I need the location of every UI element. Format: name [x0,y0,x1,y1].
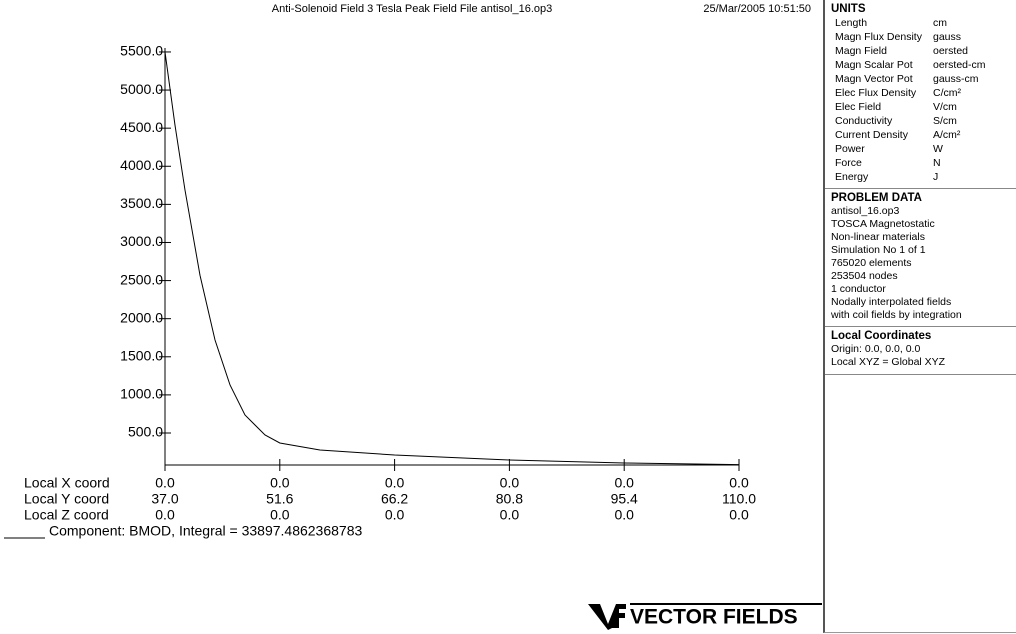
x-row-tick-label: 0.0 [500,507,520,523]
unit-value: gauss-cm [933,73,979,85]
problem-line: 253504 nodes [831,270,898,282]
x-tick-label: 110.0 [722,491,756,507]
unit-quantity: Elec Field [835,101,882,113]
x-tick-label: 95.4 [611,491,638,507]
x-axis-label: Local Y coord [24,491,109,507]
x-row-tick-label: 0.0 [729,475,749,491]
unit-quantity: Power [835,143,865,155]
timestamp: 25/Mar/2005 10:51:50 [703,3,811,15]
y-tick-label: 500.0 [128,424,163,440]
x-tick-label: 66.2 [381,491,408,507]
unit-row: Conductivity S/cm [831,114,1016,128]
unit-value: A/cm² [933,129,961,141]
problem-line: with coil fields by integration [831,309,962,321]
x-row-tick-label: 0.0 [614,475,634,491]
section-title: Local Coordinates [831,330,932,342]
unit-row: Elec Field V/cm [831,100,1016,114]
unit-quantity: Energy [835,171,869,183]
unit-row: Magn Vector Pot gauss-cm [831,72,1016,86]
logo-icon [588,604,626,630]
y-tick-label: 5500.0 [120,43,163,59]
unit-quantity: Elec Flux Density [835,87,917,99]
unit-value: V/cm [933,101,957,113]
unit-value: J [933,171,939,183]
section-title: PROBLEM DATA [831,192,922,204]
chart-title: Anti-Solenoid Field 3 Tesla Peak Field F… [272,3,552,15]
unit-value: oersted-cm [933,59,986,71]
y-tick-label: 1500.0 [120,347,163,363]
unit-value: cm [933,17,947,29]
unit-value: N [933,157,941,169]
unit-value: oersted [933,45,969,57]
unit-row: Energy J [831,170,1016,184]
unit-quantity: Force [835,157,862,169]
y-tick-label: 4500.0 [120,119,163,135]
problem-line: Simulation No 1 of 1 [831,244,926,256]
problem-line: Nodally interpolated fields [831,296,952,308]
coords-line: Origin: 0.0, 0.0, 0.0 [831,343,921,355]
unit-quantity: Magn Vector Pot [835,73,913,85]
section-title: UNITS [831,3,866,15]
y-tick-label: 1000.0 [120,386,163,402]
unit-value: S/cm [933,115,957,127]
coords-line: Local XYZ = Global XYZ [831,356,946,368]
x-row-tick-label: 0.0 [614,507,634,523]
problem-line: antisol_16.op3 [831,205,900,217]
plot-area: Anti-Solenoid Field 3 Tesla Peak Field F… [4,3,811,539]
x-tick-label: 51.6 [266,491,293,507]
y-tick-label: 2500.0 [120,271,163,287]
logo: VECTOR FIELDS [588,603,822,630]
y-tick-label: 3000.0 [120,233,163,249]
x-row-tick-label: 0.0 [155,475,175,491]
unit-quantity: Length [835,17,868,29]
unit-row: Force N [831,156,1016,170]
unit-quantity: Current Density [835,129,908,141]
problem-line: TOSCA Magnetostatic [831,218,935,230]
unit-quantity: Conductivity [835,115,893,127]
unit-row: Magn Flux Density gauss [831,30,1016,44]
unit-quantity: Magn Flux Density [835,31,922,43]
unit-quantity: Magn Scalar Pot [835,59,913,71]
problem-section: PROBLEM DATA antisol_16.op3 TOSCA Magnetos… [825,189,1016,327]
y-tick-label: 2000.0 [120,309,163,325]
unit-value: gauss [933,31,962,43]
problem-line: 765020 elements [831,257,912,269]
unit-value: C/cm² [933,87,961,99]
coords-section: Local Coordinates Origin: 0.0, 0.0, 0.0 Lo… [825,327,1016,375]
unit-row: Elec Flux Density C/cm² [831,86,1016,100]
logo-text: VECTOR FIELDS [630,606,798,629]
y-tick-label: 4000.0 [120,157,163,173]
x-row-tick-label: 0.0 [729,507,749,523]
unit-row: Length cm [831,16,1016,30]
data-line [164,51,740,466]
x-row-label: Local Z coord [24,507,109,523]
unit-row: Current Density A/cm² [831,128,1016,142]
problem-line: Non-linear materials [831,231,925,243]
unit-value: W [933,143,943,155]
y-tick-label: 5000.0 [120,81,163,97]
unit-row: Magn Field oersted [831,44,1016,58]
x-tick-label: 80.8 [496,491,523,507]
x-row-tick-label: 0.0 [270,475,290,491]
info-panel: UNITS Length cm Magn Flux Density gauss Magn … [823,0,1016,633]
unit-row: Power W [831,142,1016,156]
problem-line: 1 conductor [831,283,886,295]
unit-row: Magn Scalar Pot oersted-cm [831,58,1016,72]
unit-quantity: Magn Field [835,45,887,57]
x-row-label: Local X coord [24,475,110,491]
x-row-tick-label: 0.0 [385,475,405,491]
x-row-tick-label: 0.0 [500,475,520,491]
x-row-tick-label: 0.0 [155,507,175,523]
units-section: UNITS Length cm Magn Flux Density gauss Magn … [825,0,1016,189]
x-row-tick-label: 0.0 [385,507,405,523]
legend-label: Component: BMOD, Integral = 33897.486236… [49,523,362,539]
x-tick-label: 37.0 [151,491,178,507]
y-tick-label: 3500.0 [120,195,163,211]
x-row-tick-label: 0.0 [270,507,290,523]
